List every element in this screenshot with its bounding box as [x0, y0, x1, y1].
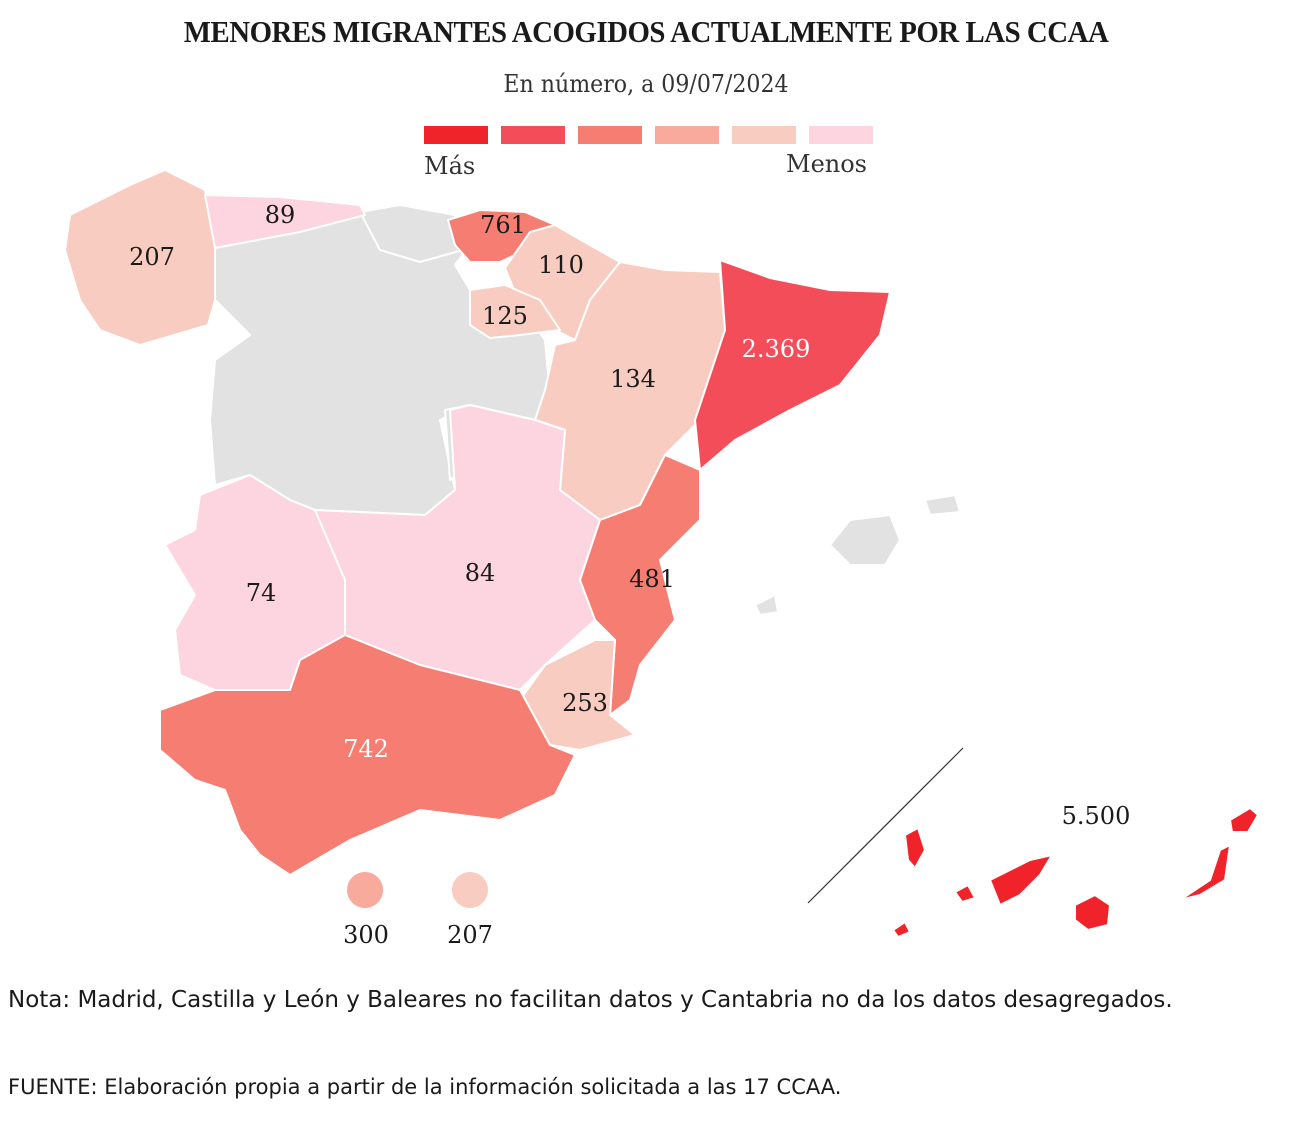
legend-label-less: Menos [786, 150, 867, 178]
region-canarias-gran-canaria [1074, 894, 1111, 931]
label-canarias: 5.500 [1062, 802, 1131, 830]
legend-swatch-4 [655, 126, 719, 144]
chart-subtitle: En número, a 09/07/2024 [503, 70, 789, 98]
region-cataluna [694, 259, 891, 471]
legend-swatch-2 [501, 126, 565, 144]
canarias-divider [807, 747, 964, 904]
label-comunidad-valenciana: 481 [629, 565, 675, 593]
region-ceuta [345, 870, 385, 910]
region-asturias [204, 194, 366, 249]
region-canarias-el-hierro [892, 921, 911, 938]
region-canarias-la-palma [904, 827, 926, 869]
region-andalucia [159, 634, 576, 876]
region-canarias-fuerteventura [1179, 844, 1231, 901]
region-baleares-menorca [924, 494, 961, 516]
footnote: Nota: Madrid, Castilla y León y Baleares… [8, 987, 1173, 1013]
legend-swatch-6 [809, 126, 873, 144]
label-asturias: 89 [265, 201, 296, 229]
region-comunidad-valenciana [579, 454, 701, 716]
chart-title: MENORES MIGRANTES ACOGIDOS ACTUALMENTE P… [183, 14, 1109, 49]
legend-swatch-1 [424, 126, 488, 144]
label-melilla: 207 [447, 921, 493, 949]
region-baleares-ibiza [754, 594, 779, 616]
source-label: FUENTE: [8, 1075, 98, 1099]
label-murcia: 253 [562, 689, 608, 717]
legend-swatch-3 [578, 126, 642, 144]
region-galicia [64, 169, 216, 346]
label-castilla-la-mancha: 84 [465, 559, 496, 587]
label-ceuta: 300 [343, 921, 389, 949]
label-navarra: 110 [538, 251, 584, 279]
region-canarias-tenerife [989, 854, 1053, 906]
label-extremadura: 74 [246, 579, 277, 607]
region-melilla [450, 870, 490, 910]
region-canarias-lanzarote [1229, 807, 1259, 833]
label-pais-vasco: 761 [480, 211, 526, 239]
source-line: FUENTE: Elaboración propia a partir de l… [8, 1075, 841, 1099]
legend-swatch-5 [732, 126, 796, 144]
label-galicia: 207 [129, 243, 175, 271]
label-la-rioja: 125 [482, 302, 528, 330]
region-canarias-la-gomera [954, 884, 976, 903]
region-la-rioja [469, 284, 561, 339]
region-baleares [829, 514, 901, 566]
label-aragon: 134 [610, 365, 656, 393]
legend-label-more: Más [424, 152, 476, 180]
spain-map: 207 89 761 110 125 134 2.369 74 84 481 2… [64, 169, 1259, 949]
label-cataluna: 2.369 [742, 335, 811, 363]
label-andalucia: 742 [343, 735, 389, 763]
source-text: Elaboración propia a partir de la inform… [97, 1075, 842, 1099]
